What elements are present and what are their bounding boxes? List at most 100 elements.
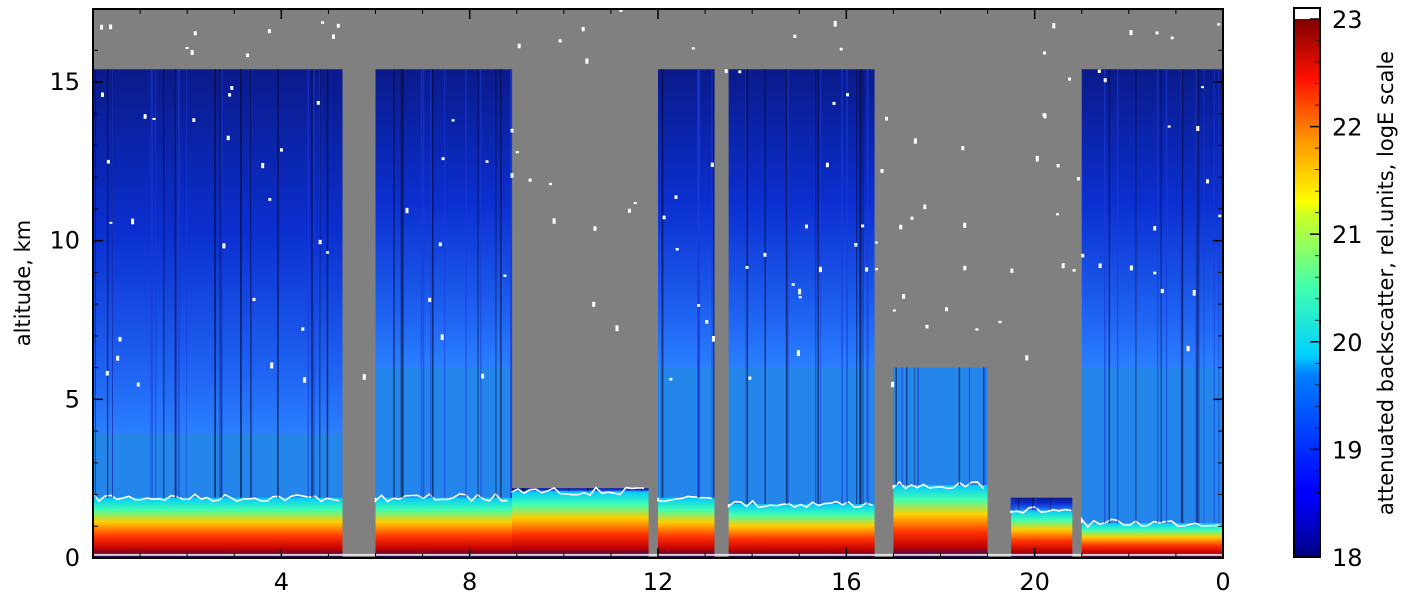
profile-segment (374, 69, 513, 558)
speckle (1129, 265, 1133, 271)
speckle (892, 309, 896, 312)
speckle (515, 151, 519, 154)
speckle (1170, 36, 1174, 40)
speckle (585, 58, 589, 64)
speckle (267, 29, 271, 34)
plot-area (92, 8, 1224, 559)
speckle (136, 382, 140, 387)
speckle (510, 173, 514, 178)
speckle (1192, 290, 1196, 296)
contour-line (93, 492, 340, 503)
profile-segment (1080, 69, 1223, 558)
y-axis-label: altitude, km (11, 220, 35, 347)
upper-noise-region (1081, 69, 1223, 368)
x-tick-label: 12 (643, 568, 674, 593)
colorbar-tick-label: 19 (1332, 436, 1363, 464)
boundary-layer (728, 504, 875, 558)
speckle (902, 294, 906, 299)
speckle (880, 169, 884, 173)
speckle (1129, 30, 1133, 36)
speckle (301, 327, 305, 331)
speckle (899, 224, 903, 230)
mid-layer (658, 367, 715, 498)
boundary-layer (1011, 510, 1073, 558)
mid-layer (1081, 367, 1223, 524)
speckle (528, 178, 532, 182)
speckle (510, 128, 514, 133)
speckle (1068, 77, 1071, 81)
speckle (222, 243, 226, 249)
speckle (228, 93, 232, 97)
speckle (861, 224, 865, 228)
speckle (1072, 269, 1076, 272)
colorbar-over-extension (1294, 8, 1320, 19)
speckle (1043, 113, 1047, 119)
colorbar-label: attenuated backscatter, rel.units, logE … (1374, 51, 1398, 515)
speckle (763, 252, 767, 257)
speckle (615, 325, 619, 332)
speckle (318, 239, 322, 245)
profile-segment (1010, 497, 1073, 558)
speckle (1186, 345, 1190, 352)
colorbar-ticks: 18 19 20 21 22 23 (1310, 6, 1363, 572)
speckle (503, 274, 507, 277)
speckle (885, 116, 888, 121)
speckle (332, 34, 335, 39)
over-range-speckles (100, 9, 1222, 388)
speckle (106, 159, 110, 164)
speckle (961, 146, 965, 151)
speckle (438, 242, 442, 247)
speckle (109, 221, 113, 224)
upper-noise-region (375, 69, 513, 368)
speckle (1153, 271, 1157, 275)
y-axis: 0 5 10 15 (49, 49, 1223, 572)
boundary-layer (375, 497, 513, 558)
speckle (552, 218, 556, 224)
upper-noise-region (658, 69, 715, 368)
speckle (724, 69, 728, 73)
speckle (1155, 31, 1159, 35)
y-tick-label: 10 (49, 227, 80, 255)
speckle (833, 20, 837, 27)
mid-layer (375, 367, 513, 498)
mid-layer (893, 367, 988, 486)
speckle (549, 182, 553, 186)
mid-layer (93, 434, 343, 498)
contour-line (657, 495, 713, 503)
speckle (832, 101, 836, 105)
speckle (485, 160, 489, 163)
speckle (101, 92, 104, 97)
speckle (193, 31, 197, 36)
speckle (619, 9, 623, 12)
x-tick-label: 8 (462, 568, 477, 593)
speckle (627, 208, 631, 213)
speckle (923, 204, 927, 210)
boundary-layer (512, 491, 649, 558)
speckle (910, 216, 914, 220)
speckle (1201, 86, 1204, 89)
speckle (1056, 164, 1060, 168)
speckle (691, 47, 695, 50)
speckle (268, 198, 272, 201)
speckle (440, 334, 444, 340)
speckle (1196, 126, 1200, 131)
speckle (280, 148, 283, 152)
speckle (818, 266, 822, 273)
speckle (711, 336, 715, 342)
speckle (1103, 78, 1107, 83)
speckle (839, 47, 843, 51)
speckle (874, 241, 878, 244)
speckle (1043, 51, 1046, 55)
speckle (428, 297, 432, 302)
speckle (1218, 214, 1222, 218)
upper-noise-region (728, 69, 875, 368)
speckle (152, 117, 156, 120)
speckle (1010, 268, 1014, 273)
y-tick-label: 15 (49, 68, 80, 96)
speckle (798, 296, 802, 299)
speckle (336, 23, 340, 28)
speckle (945, 307, 948, 312)
profile-segment (511, 486, 649, 558)
x-tick-label: 0 (1215, 568, 1230, 593)
speckle (190, 50, 194, 55)
